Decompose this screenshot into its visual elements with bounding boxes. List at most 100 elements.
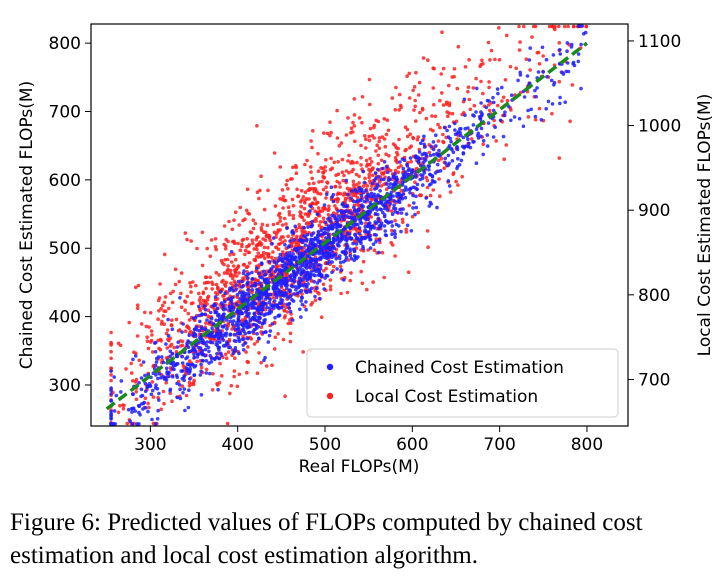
point-chained xyxy=(252,283,257,287)
point-chained xyxy=(318,266,323,271)
point-chained xyxy=(558,48,562,52)
point-local xyxy=(302,206,307,211)
point-chained xyxy=(204,359,209,363)
point-chained xyxy=(286,296,291,300)
point-local xyxy=(355,160,359,165)
point-chained xyxy=(472,140,476,144)
y-axis-left-title: Chained Cost Estimated FLOPs(M) xyxy=(17,81,37,369)
point-chained xyxy=(259,284,264,289)
point-chained xyxy=(155,417,160,421)
point-local xyxy=(283,239,287,243)
point-chained xyxy=(370,181,375,186)
point-chained xyxy=(241,271,246,276)
point-chained xyxy=(171,360,176,365)
point-local xyxy=(364,158,369,163)
point-chained xyxy=(208,320,212,324)
y-left-tick-label: 600 xyxy=(49,171,81,191)
point-chained xyxy=(404,188,409,192)
point-local xyxy=(229,383,234,388)
point-chained xyxy=(400,157,405,161)
point-chained xyxy=(252,311,257,316)
point-chained xyxy=(186,339,190,343)
point-local xyxy=(374,237,379,241)
point-local xyxy=(352,113,357,117)
point-chained xyxy=(404,212,409,216)
legend-marker-chained xyxy=(326,363,334,371)
point-chained xyxy=(373,171,378,175)
point-chained xyxy=(219,353,224,358)
point-chained xyxy=(341,234,345,239)
point-chained xyxy=(377,250,381,255)
point-chained xyxy=(435,162,440,167)
point-local xyxy=(340,157,345,162)
point-chained xyxy=(268,306,272,311)
point-chained xyxy=(214,342,218,347)
point-chained xyxy=(334,256,339,261)
point-local xyxy=(150,380,155,384)
point-chained xyxy=(371,242,376,246)
point-chained xyxy=(192,327,197,332)
point-chained xyxy=(576,52,581,56)
point-local xyxy=(145,339,150,344)
point-chained xyxy=(462,97,467,102)
point-local xyxy=(208,254,213,258)
point-local xyxy=(233,356,237,361)
point-chained xyxy=(446,179,451,183)
point-chained xyxy=(528,46,532,50)
point-chained xyxy=(324,192,329,197)
point-chained xyxy=(372,187,377,191)
y-left-tick-label: 500 xyxy=(49,239,81,259)
point-local xyxy=(271,296,276,300)
point-chained xyxy=(119,379,124,383)
point-local xyxy=(407,71,412,76)
point-chained xyxy=(282,276,286,281)
point-chained xyxy=(305,232,310,237)
y-left-tick-label: 400 xyxy=(49,308,81,328)
point-chained xyxy=(398,207,402,212)
point-chained xyxy=(434,144,438,148)
point-chained xyxy=(316,229,321,234)
point-local xyxy=(109,349,113,354)
point-chained xyxy=(579,42,583,47)
point-chained xyxy=(375,208,379,212)
point-chained xyxy=(279,284,283,288)
point-chained xyxy=(375,212,380,217)
point-chained xyxy=(316,233,320,237)
point-local xyxy=(337,181,342,185)
point-chained xyxy=(294,288,298,292)
point-local xyxy=(157,346,161,351)
point-local xyxy=(302,218,306,223)
point-local xyxy=(503,78,508,82)
point-local xyxy=(285,178,290,183)
point-chained xyxy=(305,270,310,275)
point-chained xyxy=(468,145,473,150)
point-local xyxy=(109,340,113,345)
point-local xyxy=(460,112,465,117)
point-chained xyxy=(249,284,254,288)
point-local xyxy=(505,98,510,103)
point-chained xyxy=(512,115,517,119)
point-local xyxy=(296,194,300,199)
point-local xyxy=(231,252,236,256)
point-chained xyxy=(313,294,317,299)
point-local xyxy=(372,248,377,252)
point-chained xyxy=(326,217,330,221)
point-local xyxy=(370,173,375,178)
point-local xyxy=(463,65,468,69)
point-local xyxy=(241,334,245,339)
point-local xyxy=(335,136,340,140)
point-chained xyxy=(334,222,338,227)
point-chained xyxy=(339,268,344,272)
point-chained xyxy=(260,307,264,312)
point-local xyxy=(274,245,278,250)
point-local xyxy=(438,98,442,103)
point-chained xyxy=(394,175,399,179)
point-chained xyxy=(357,186,362,190)
point-local xyxy=(570,83,575,87)
point-chained xyxy=(372,226,377,230)
point-local xyxy=(431,188,436,192)
point-chained xyxy=(231,308,235,312)
point-local xyxy=(265,233,270,238)
point-chained xyxy=(259,312,263,316)
point-chained xyxy=(335,219,340,224)
